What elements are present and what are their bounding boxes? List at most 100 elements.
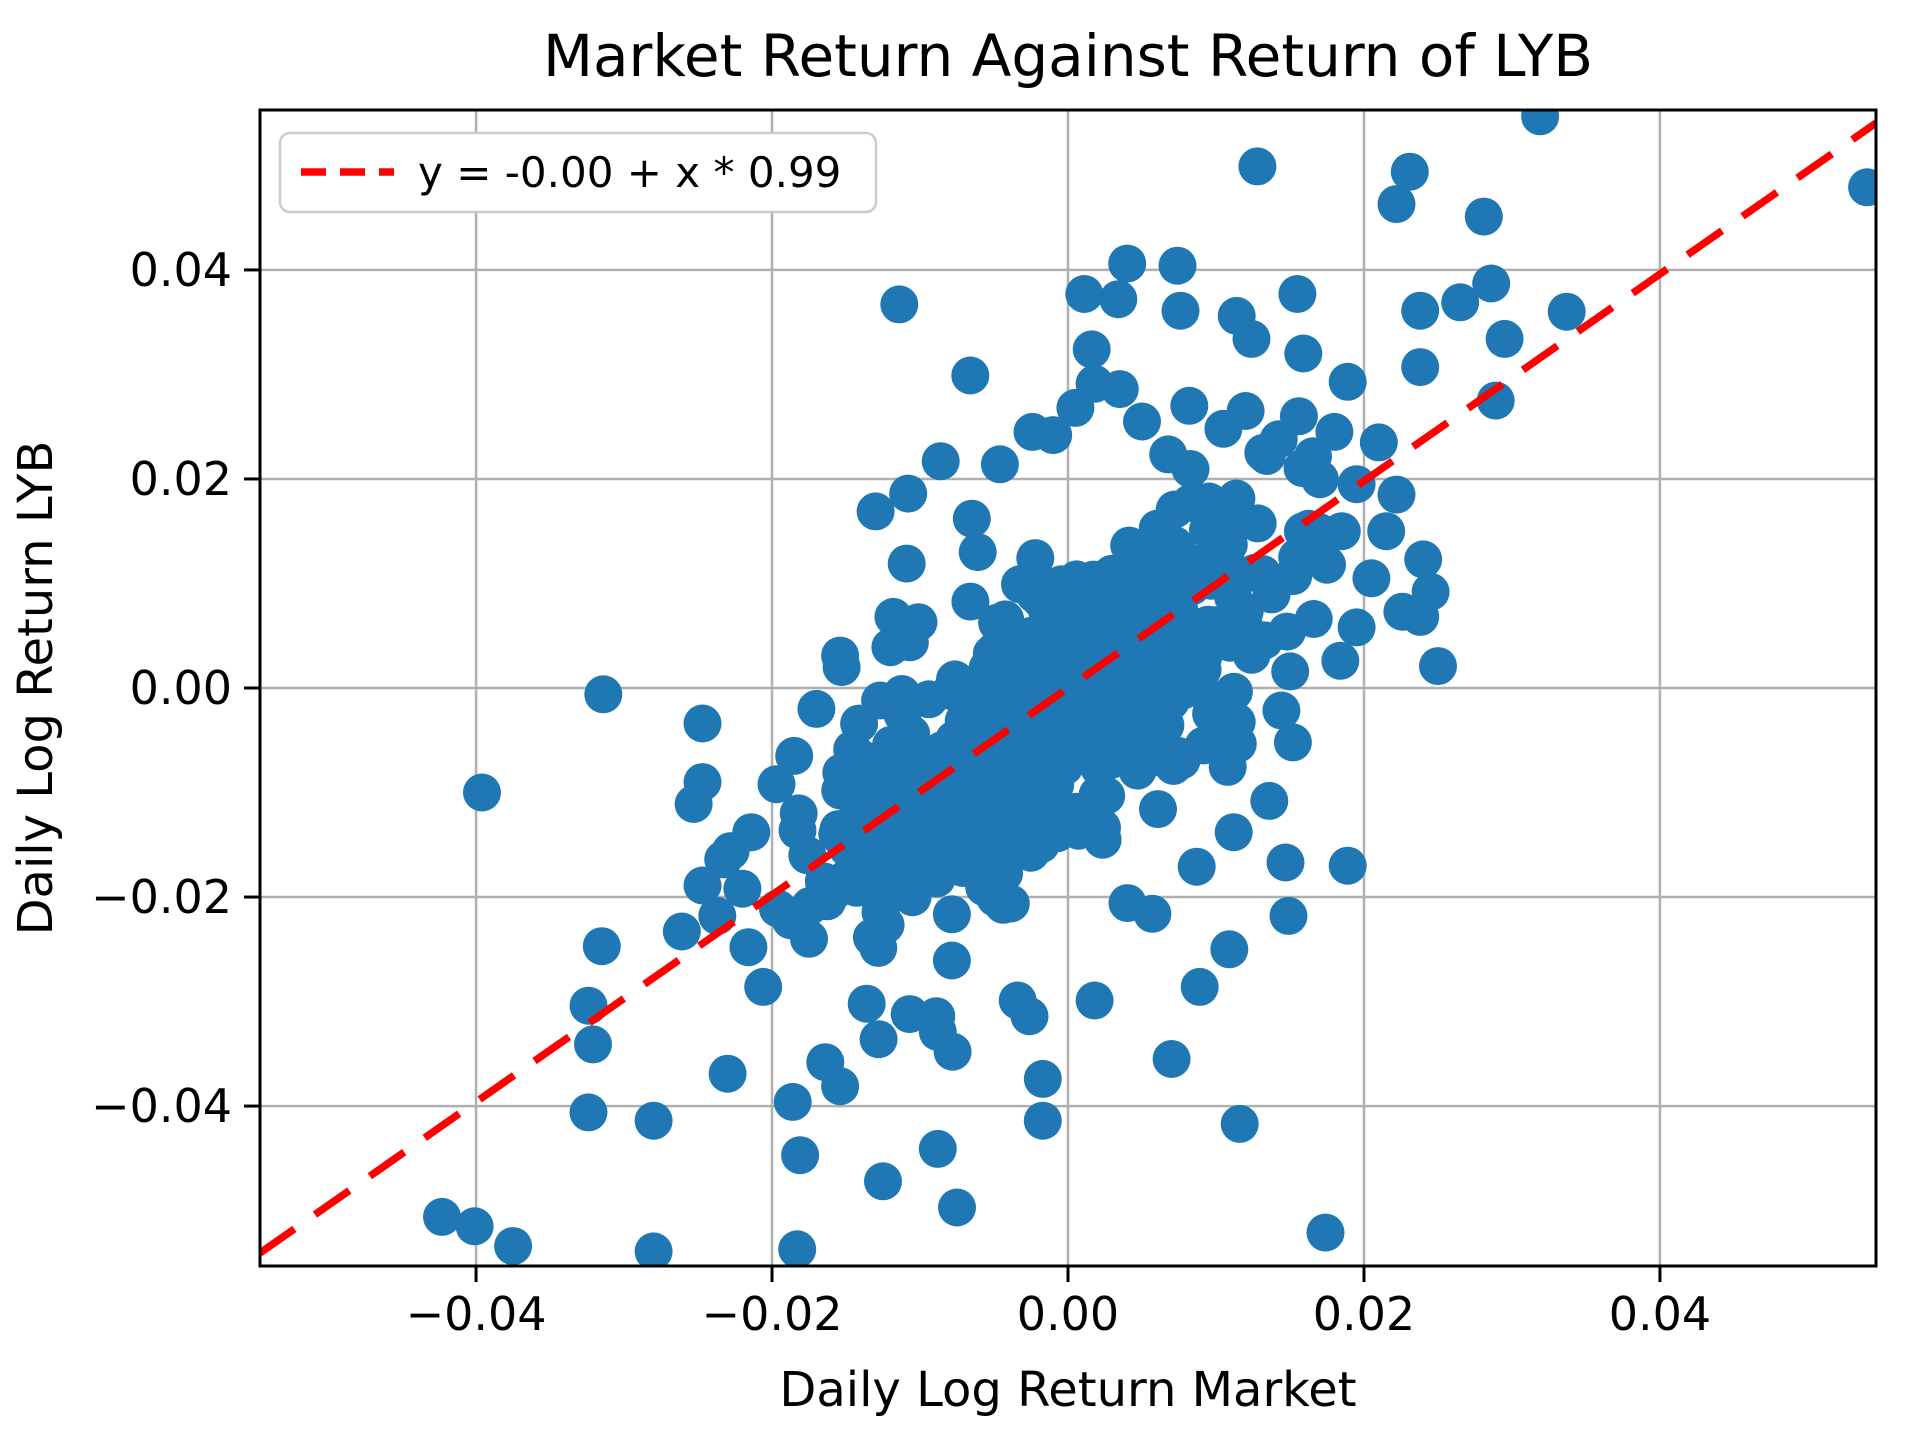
scatter-point xyxy=(887,544,926,583)
scatter-point xyxy=(781,1136,820,1175)
scatter-point xyxy=(757,765,796,804)
scatter-point xyxy=(880,285,919,324)
scatter-point xyxy=(1278,275,1317,313)
scatter-point xyxy=(1043,799,1081,838)
scatter-point xyxy=(1065,275,1104,313)
scatter-point xyxy=(1306,1213,1345,1252)
regression-line xyxy=(260,119,1876,1257)
scatter-point xyxy=(952,499,991,538)
scatter-point xyxy=(1259,420,1298,459)
x-axis-ticks: −0.04 −0.02 0.00 0.02 0.04 xyxy=(406,1266,1711,1341)
scatter-point xyxy=(1133,618,1172,657)
scatter-point xyxy=(1078,775,1117,814)
x-tick-label: 0.00 xyxy=(1017,1287,1119,1341)
scatter-point xyxy=(864,1162,902,1201)
scatter-point xyxy=(1056,388,1095,427)
scatter-point xyxy=(951,356,990,395)
scatter-point xyxy=(839,791,878,830)
scatter-point xyxy=(1464,197,1503,236)
scatter-point xyxy=(1401,291,1440,330)
scatter-point xyxy=(1283,449,1322,488)
scatter-point xyxy=(662,912,701,951)
scatter-point xyxy=(892,768,931,806)
scatter-point xyxy=(1220,1104,1259,1143)
scatter-point xyxy=(773,1082,812,1121)
scatter-point xyxy=(1123,402,1161,441)
scatter-point xyxy=(921,442,960,481)
scatter-point xyxy=(1404,540,1443,579)
scatter-point xyxy=(1377,185,1416,224)
scatter-point xyxy=(683,704,722,743)
scatter-point xyxy=(1170,386,1209,425)
scatter-point xyxy=(788,836,827,875)
legend-label: y = -0.00 + x * 0.99 xyxy=(418,148,841,197)
scatter-point xyxy=(1485,319,1524,358)
scatter-point xyxy=(1359,423,1398,462)
scatter-point xyxy=(723,869,762,908)
y-tick-label: −0.02 xyxy=(91,870,232,924)
scatter-point xyxy=(1161,291,1200,330)
scatter-point xyxy=(1034,416,1073,455)
regression-line-layer xyxy=(260,119,1876,1257)
scatter-point xyxy=(674,785,713,823)
scatter-point xyxy=(1401,348,1440,387)
scatter-point xyxy=(985,854,1024,893)
scatter-point xyxy=(1383,592,1422,631)
scatter-point xyxy=(821,818,860,857)
scatter-point xyxy=(1149,435,1188,474)
scatter-point xyxy=(797,689,836,728)
scatter-point xyxy=(856,492,895,531)
scatter-point xyxy=(1848,168,1876,207)
scatter-point xyxy=(890,623,929,662)
scatter-point xyxy=(1158,246,1197,285)
scatter-point xyxy=(1099,280,1138,319)
scatter-point xyxy=(1210,930,1249,969)
scatter-point xyxy=(1269,896,1308,935)
scatter-point xyxy=(1180,967,1219,1006)
scatter-point xyxy=(455,1207,494,1246)
scatter-point xyxy=(1152,1040,1191,1078)
scatter-point xyxy=(1177,847,1216,886)
y-axis-label: Daily Log Return LYB xyxy=(8,441,64,936)
scatter-point xyxy=(859,1020,898,1059)
scatter-point xyxy=(1023,1059,1062,1098)
scatter-point xyxy=(634,1101,673,1140)
scatter-point xyxy=(584,675,623,714)
scatter-point xyxy=(1092,554,1131,593)
scatter-point xyxy=(836,858,875,897)
scatter-point xyxy=(683,866,722,905)
scatter-point xyxy=(1377,475,1416,514)
scatter-point xyxy=(847,984,886,1023)
scatter-point xyxy=(1284,334,1323,373)
scatter-point xyxy=(1472,264,1511,303)
scatter-point xyxy=(1262,691,1301,730)
scatter-point xyxy=(1142,573,1181,612)
scatter-point xyxy=(956,837,995,876)
scatter-point xyxy=(1010,997,1049,1036)
y-tick-label: 0.02 xyxy=(130,452,232,506)
scatter-point xyxy=(423,1197,461,1236)
scatter-point xyxy=(1294,600,1333,638)
scatter-point xyxy=(908,736,947,775)
scatter-point xyxy=(965,671,1004,710)
x-tick-label: −0.04 xyxy=(406,1287,547,1341)
scatter-point xyxy=(1271,652,1310,691)
scatter-point xyxy=(1158,736,1197,775)
scatter-point xyxy=(986,600,1025,639)
scatter-point xyxy=(1133,711,1172,750)
scatter-point xyxy=(1218,724,1257,763)
scatter-point xyxy=(1308,545,1346,584)
scatter-point xyxy=(1110,676,1149,715)
scatter-point xyxy=(894,858,933,897)
scatter-point xyxy=(1250,781,1289,820)
scatter-point xyxy=(971,796,1010,835)
scatter-point xyxy=(955,769,994,808)
y-tick-label: −0.04 xyxy=(91,1079,232,1133)
scatter-point xyxy=(1016,539,1055,578)
scatter-point xyxy=(1099,585,1138,624)
scatter-point xyxy=(1198,554,1237,593)
scatter-point xyxy=(918,1129,957,1168)
scatter-point xyxy=(1011,688,1050,727)
